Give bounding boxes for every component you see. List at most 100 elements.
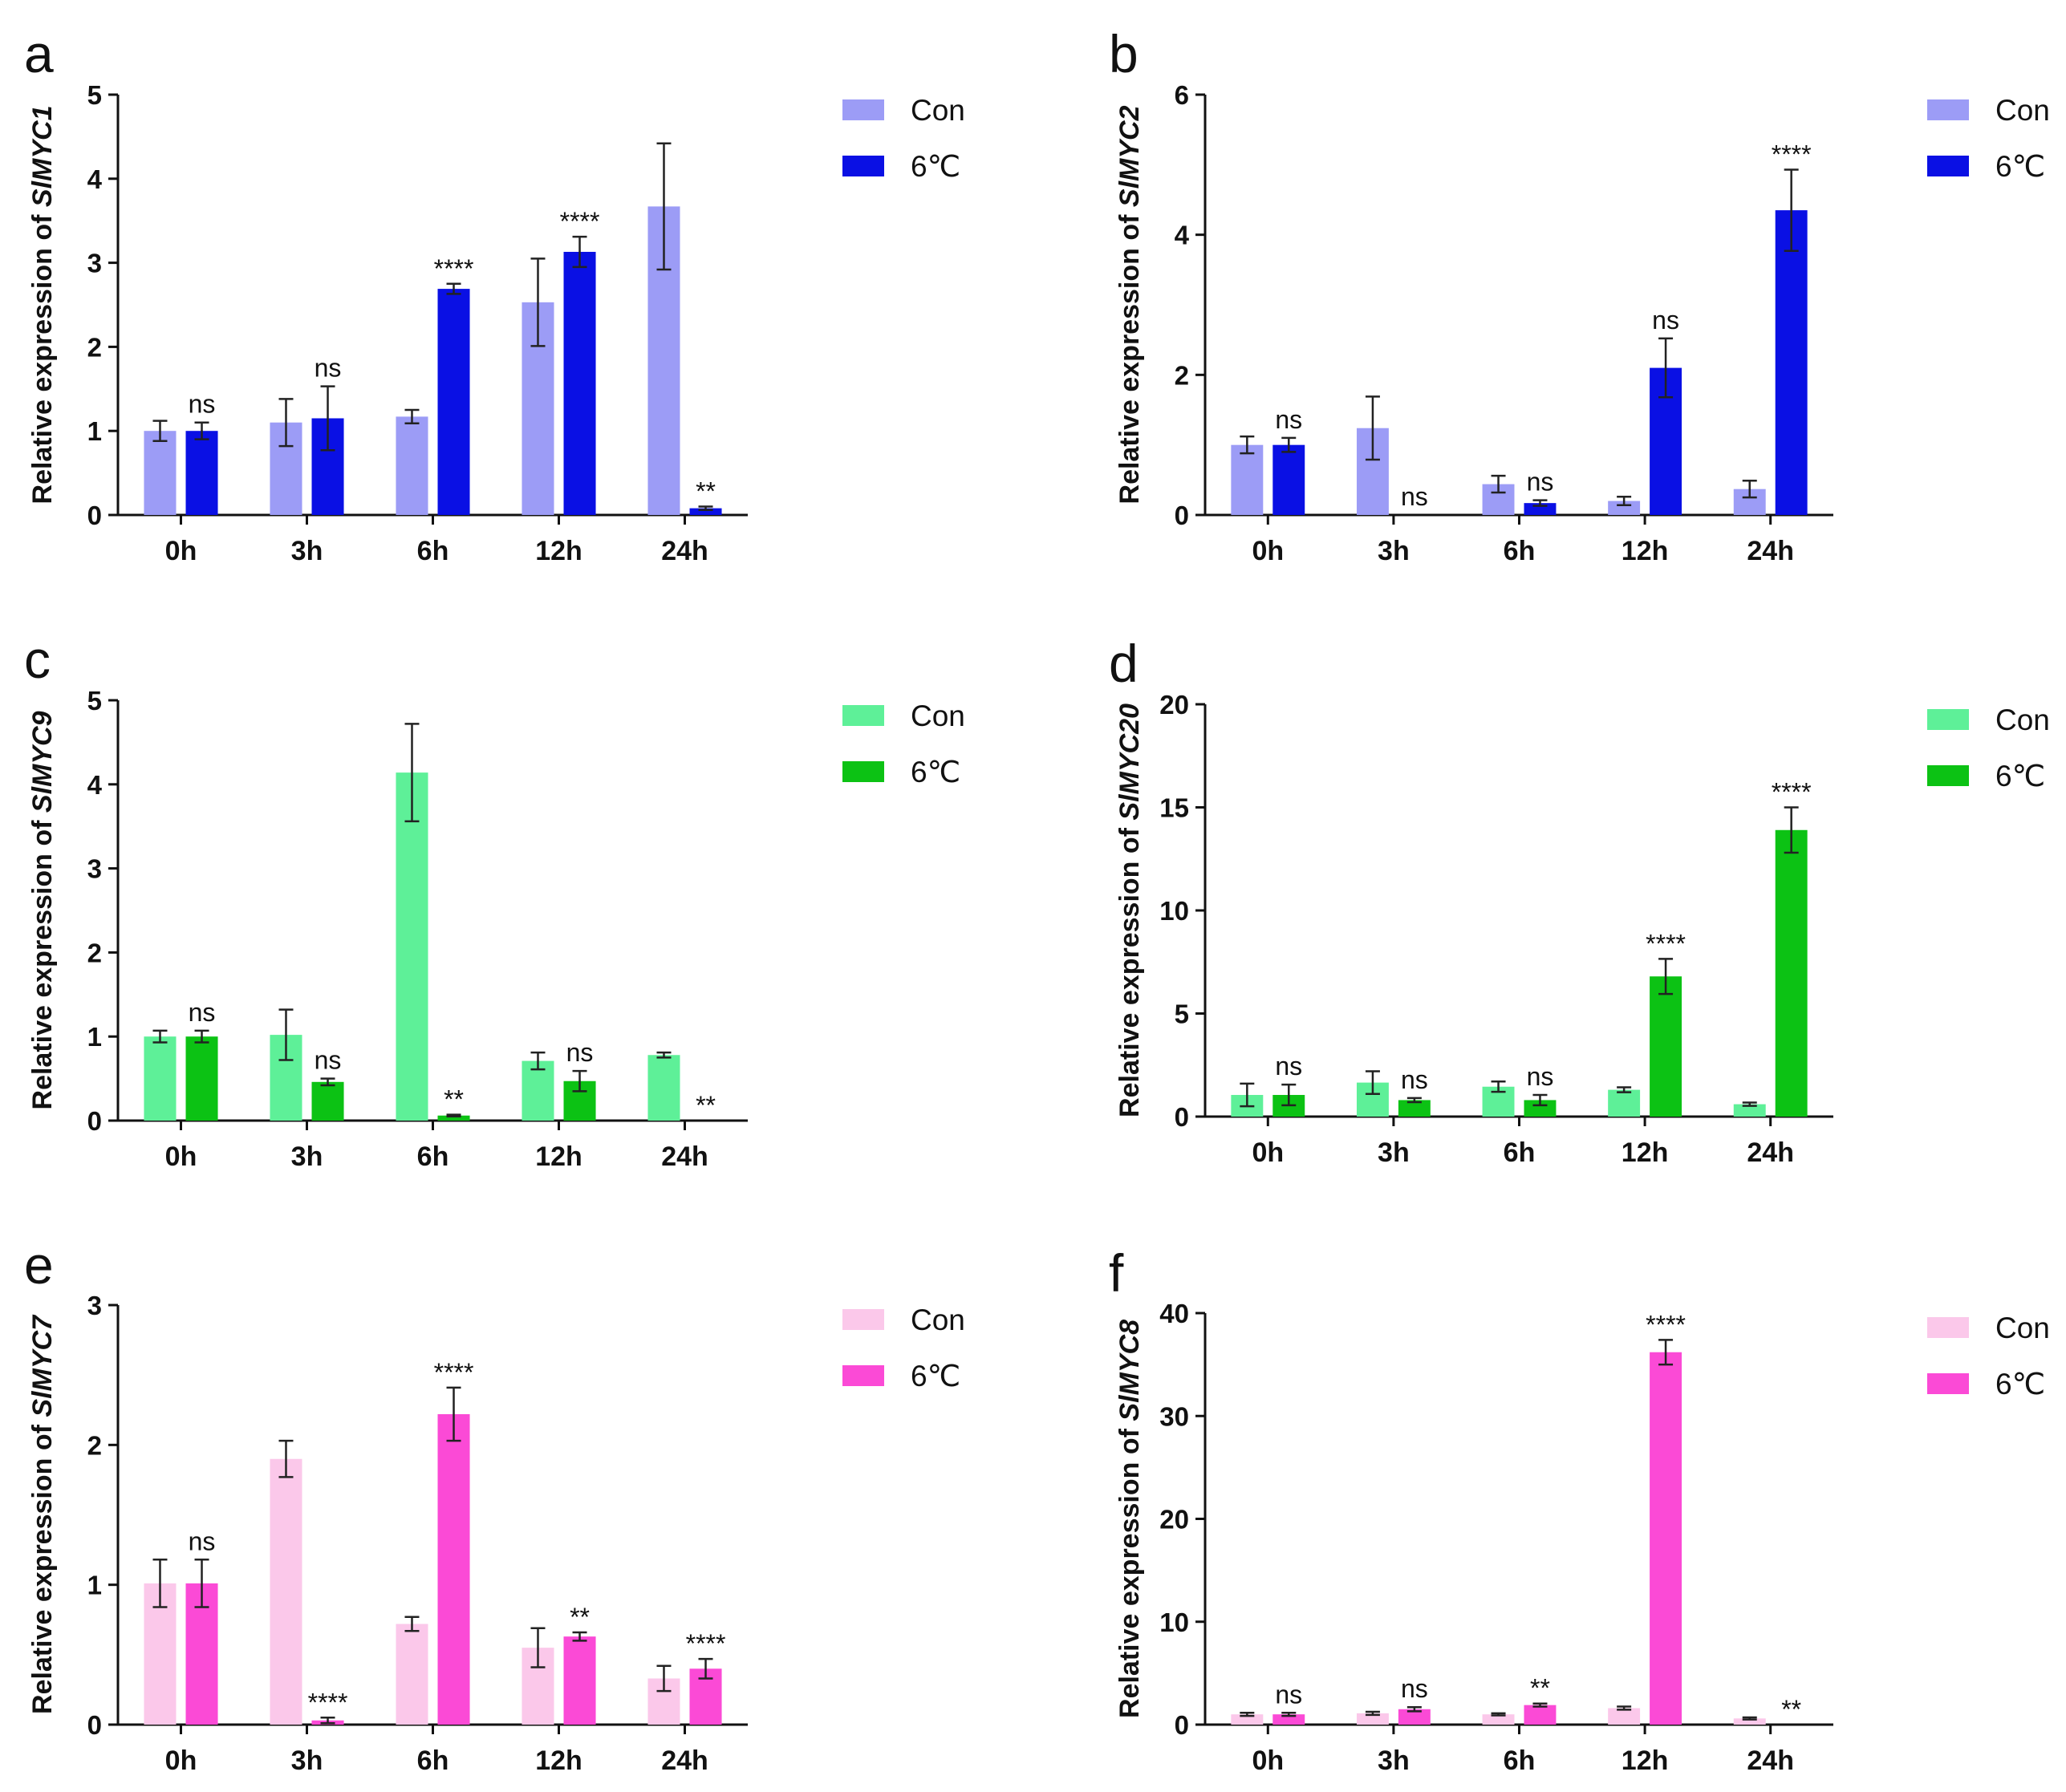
error-bar xyxy=(656,1051,672,1059)
x-tick-label: 0h xyxy=(1252,536,1284,566)
significance-label: ** xyxy=(570,1603,590,1632)
error-bar xyxy=(1742,479,1757,499)
bar-cold-12h xyxy=(1650,976,1682,1117)
error-bar xyxy=(446,1113,461,1118)
error-bar xyxy=(320,1077,335,1087)
error-bar xyxy=(1532,1093,1548,1107)
significance-label: ns xyxy=(1275,1052,1302,1080)
legend-swatch-cold xyxy=(842,761,884,782)
error-bar xyxy=(1532,1702,1548,1708)
bar-con-12h xyxy=(1608,1708,1641,1725)
significance-label: **** xyxy=(1646,929,1686,958)
significance-label: ns xyxy=(1401,482,1428,511)
legend-label: 6℃ xyxy=(911,756,960,789)
error-bar xyxy=(656,142,672,271)
legend-swatch-con xyxy=(1927,709,1969,730)
error-bar xyxy=(572,235,587,269)
significance-label: ns xyxy=(189,998,216,1027)
error-bar xyxy=(698,1657,713,1680)
panel-c: c Relative expression of SlMYC9 0 1 2 3 4 5 0h ns… xyxy=(24,630,965,1172)
error-bar xyxy=(698,505,713,511)
significance-label: ns xyxy=(1527,468,1554,497)
error-bar xyxy=(1365,1710,1380,1717)
bar-cold-24h xyxy=(1775,829,1808,1117)
bar-cold-6h xyxy=(437,289,470,515)
bar-cold-24h xyxy=(1775,210,1808,515)
legend: Con 6℃ xyxy=(1927,1312,2050,1401)
y-tick-label: 0 xyxy=(87,1106,102,1136)
error-bar xyxy=(1658,958,1674,995)
y-tick-label: 4 xyxy=(87,770,103,800)
x-tick-label: 12h xyxy=(535,1141,582,1172)
y-axis-title: Relative expression of SlMYC8 xyxy=(1114,1320,1145,1718)
y-axis-title-prefix: Relative expression of xyxy=(27,813,58,1109)
error-bar xyxy=(1365,1070,1380,1095)
x-tick-label: 6h xyxy=(417,536,449,566)
significance-label: ns xyxy=(1527,1062,1554,1091)
y-tick-label: 1 xyxy=(87,1571,102,1600)
y-axis-title-gene: SlMYC8 xyxy=(1114,1320,1145,1421)
x-tick-label: 12h xyxy=(1622,536,1669,566)
y-axis-title-gene: SlMYC7 xyxy=(27,1314,58,1417)
panel-f: f Relative expression of SlMYC8 0 10 20 30 40 0… xyxy=(1109,1243,2050,1776)
y-tick-label: 20 xyxy=(1159,690,1189,720)
bar-cold-24h xyxy=(689,508,722,515)
significance-label: ** xyxy=(444,1085,464,1114)
significance-label: ** xyxy=(696,1091,716,1120)
x-tick-label: 6h xyxy=(1504,1137,1536,1168)
panel-letter: e xyxy=(24,1235,54,1295)
x-tick-label: 0h xyxy=(165,1141,197,1172)
bar-con-6h xyxy=(1482,1714,1515,1725)
panel-letter: f xyxy=(1109,1243,1124,1303)
significance-label: ns xyxy=(315,1046,342,1075)
legend-label: 6℃ xyxy=(1995,150,2045,183)
y-tick-label: 3 xyxy=(87,1291,102,1320)
y-tick-label: 5 xyxy=(87,686,102,716)
significance-label: ns xyxy=(189,390,216,419)
legend-swatch-cold xyxy=(1927,765,1969,786)
significance-label: ns xyxy=(1401,1674,1428,1703)
y-tick-label: 30 xyxy=(1159,1401,1189,1431)
y-tick-label: 0 xyxy=(1175,1102,1189,1132)
error-bar xyxy=(530,1051,546,1071)
y-tick-label: 15 xyxy=(1159,793,1189,823)
panel-letter: a xyxy=(24,24,54,83)
legend-label: Con xyxy=(911,94,965,127)
significance-label: ** xyxy=(1781,1695,1801,1724)
x-tick-label: 0h xyxy=(165,1745,197,1776)
x-tick-label: 3h xyxy=(291,1745,323,1776)
error-bar xyxy=(1281,1083,1297,1107)
bar-cold-12h xyxy=(1650,1352,1682,1725)
y-axis-title-gene: SlMYC9 xyxy=(27,711,58,813)
x-tick-label: 6h xyxy=(417,1745,449,1776)
x-tick-label: 24h xyxy=(1747,536,1794,566)
y-tick-label: 1 xyxy=(87,416,102,446)
significance-label: ** xyxy=(1530,1674,1550,1703)
significance-label: ns xyxy=(1275,405,1302,434)
error-bar xyxy=(572,1631,587,1642)
legend: Con 6℃ xyxy=(1927,94,2050,183)
error-bar xyxy=(1617,1705,1632,1711)
significance-label: ns xyxy=(1275,1680,1302,1709)
y-tick-label: 0 xyxy=(1175,1710,1189,1740)
panel-letter: c xyxy=(24,630,51,689)
x-tick-label: 3h xyxy=(1378,536,1410,566)
legend-label: Con xyxy=(911,699,965,732)
error-bar xyxy=(1365,395,1380,461)
error-bar xyxy=(572,1069,587,1093)
significance-label: **** xyxy=(308,1688,348,1717)
bar-con-6h xyxy=(396,772,428,1121)
y-axis-title: Relative expression of SlMYC20 xyxy=(1114,703,1145,1117)
error-bar xyxy=(1240,1712,1255,1717)
error-bar xyxy=(656,1664,672,1693)
error-bar xyxy=(1617,496,1632,507)
significance-label: ns xyxy=(1401,1065,1428,1094)
error-bar xyxy=(194,421,209,440)
x-tick-label: 12h xyxy=(535,536,582,566)
error-bar xyxy=(320,385,335,452)
error-bar xyxy=(1491,1712,1506,1717)
legend-swatch-cold xyxy=(842,1365,884,1386)
significance-label: **** xyxy=(686,1629,726,1658)
bar-cold-6h xyxy=(1524,503,1557,515)
legend-swatch-cold xyxy=(842,156,884,176)
